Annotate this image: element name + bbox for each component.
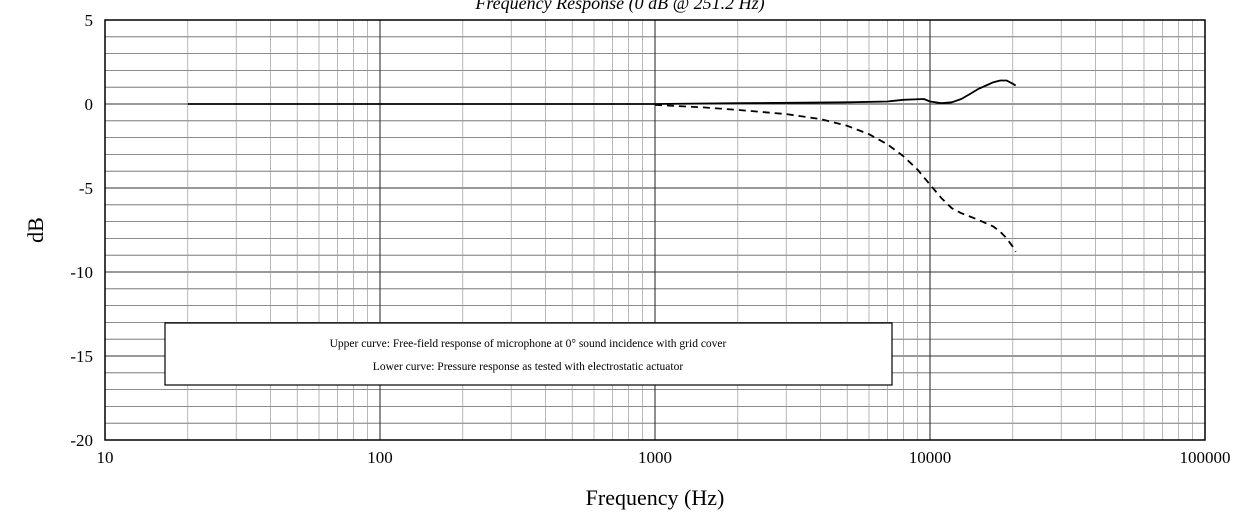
- y-tick-label: -5: [79, 179, 93, 198]
- x-tick-label: 10: [97, 448, 114, 467]
- x-tick-label: 100: [367, 448, 393, 467]
- x-tick-label: 100000: [1180, 448, 1231, 467]
- y-tick-label: 0: [85, 95, 94, 114]
- legend-note-line-lower: Lower curve: Pressure response as tested…: [373, 361, 684, 373]
- y-axis-title: dB: [23, 217, 48, 243]
- legend-note-box: [164, 322, 893, 386]
- y-tick-label: -20: [70, 431, 93, 450]
- y-tick-label: 5: [85, 11, 94, 30]
- series-group: [187, 79, 1017, 253]
- legend-note-line-upper: Upper curve: Free-field response of micr…: [330, 338, 727, 350]
- x-axis-title: Frequency (Hz): [586, 485, 725, 510]
- y-tick-label: -10: [70, 263, 93, 282]
- legend-note: Upper curve: Free-field response of micr…: [164, 322, 893, 386]
- x-tick-label: 10000: [909, 448, 952, 467]
- plot-frame: [104, 19, 1206, 441]
- x-tick-label: 1000: [638, 448, 672, 467]
- y-tick-label: -15: [70, 347, 93, 366]
- upper-curve-freefield: [187, 79, 1017, 105]
- lower-curve-pressure: [654, 103, 1017, 253]
- chart-title: Frequency Response (0 dB @ 251.2 Hz): [474, 0, 764, 14]
